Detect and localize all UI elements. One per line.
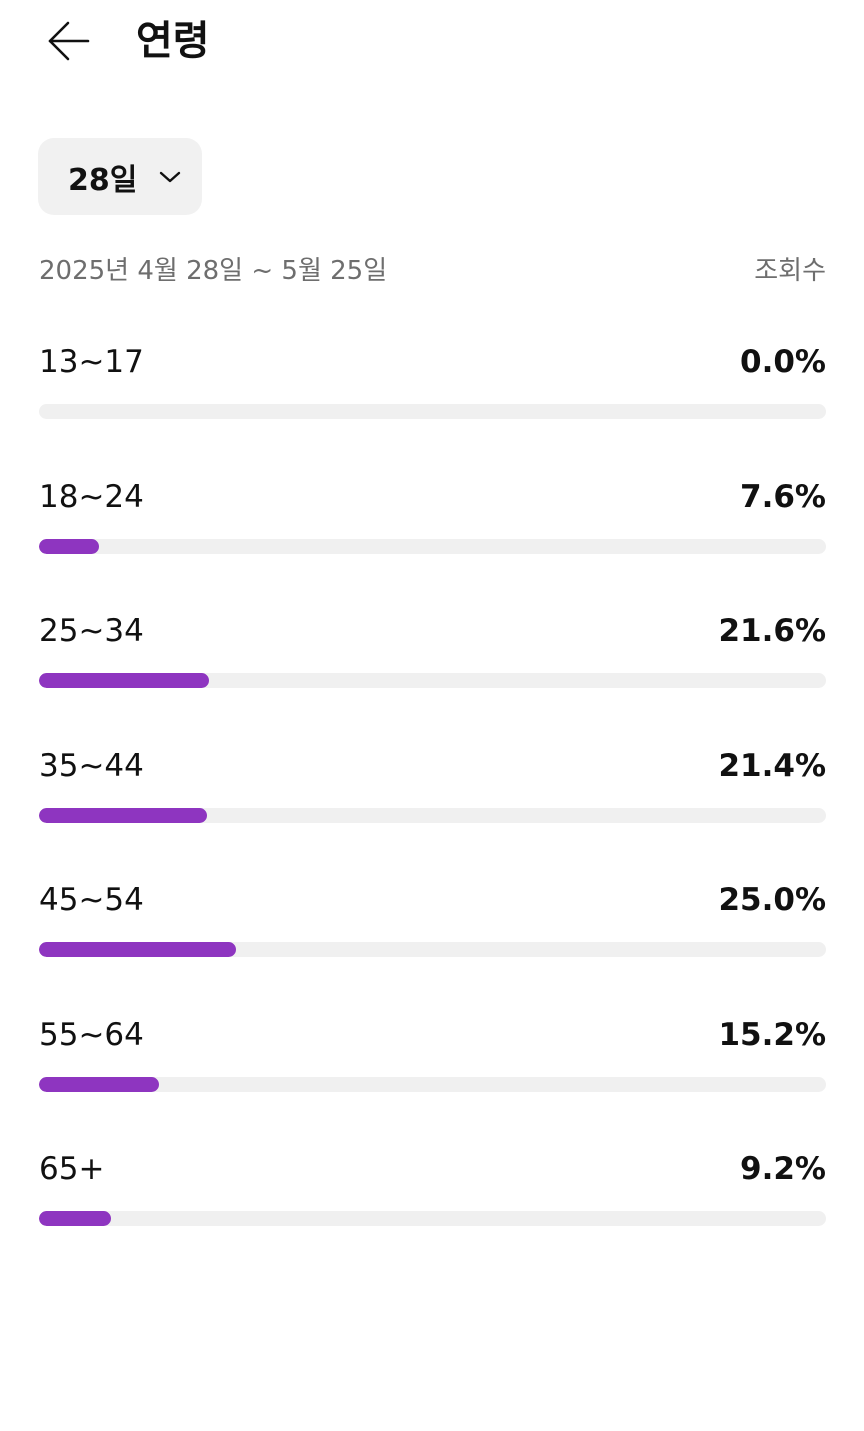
date-range-text: 2025년 4월 28일 ~ 5월 25일: [39, 255, 388, 286]
progress-track: [39, 673, 826, 688]
age-group-percentage: 15.2%: [718, 1016, 826, 1053]
age-group-percentage: 0.0%: [740, 344, 826, 380]
progress-track: [39, 538, 826, 554]
age-group-label: 55~64: [39, 1016, 144, 1053]
page-title: 연령: [136, 18, 210, 64]
progress-bar-fill: [39, 673, 209, 688]
age-distribution-list: 13~17 0.0% 18~24 7.6% 25~34 21.6% 35~44 21.4% 45…: [39, 336, 826, 1278]
age-group-percentage: 25.0%: [718, 882, 826, 918]
progress-track: [39, 1076, 826, 1092]
age-row: 18~24 7.6%: [39, 471, 826, 606]
age-group-percentage: 9.2%: [740, 1151, 826, 1187]
back-button[interactable]: [40, 16, 96, 66]
age-row: 25~34 21.6%: [39, 605, 826, 740]
age-group-label: 35~44: [39, 747, 144, 784]
age-row: 13~17 0.0%: [39, 336, 826, 471]
age-group-label: 25~34: [39, 613, 144, 649]
age-row: 35~44 21.4%: [39, 740, 826, 875]
age-row: 55~64 15.2%: [39, 1009, 826, 1144]
progress-bar-fill: [39, 1076, 159, 1092]
period-dropdown[interactable]: 28일: [38, 138, 202, 215]
age-row: 45~54 25.0%: [39, 874, 826, 1009]
progress-bar-fill: [39, 807, 208, 823]
age-group-label: 13~17: [39, 344, 144, 380]
progress-bar-fill: [39, 942, 236, 957]
app-header: 연령: [0, 0, 864, 90]
date-range-row: 2025년 4월 28일 ~ 5월 25일 조회수: [39, 246, 826, 290]
age-group-label: 65+: [39, 1151, 105, 1187]
chevron-down-icon: [159, 170, 181, 184]
age-group-label: 18~24: [39, 478, 144, 515]
progress-track: [39, 942, 826, 957]
arrow-left-icon: [48, 21, 90, 61]
age-group-percentage: 7.6%: [740, 478, 826, 515]
progress-track: [39, 1211, 826, 1226]
age-group-label: 45~54: [39, 882, 144, 918]
progress-track: [39, 807, 826, 823]
metric-label: 조회수: [754, 255, 826, 286]
period-label: 28일: [68, 162, 138, 198]
progress-bar-fill: [39, 538, 99, 554]
progress-bar-fill: [39, 1211, 112, 1226]
progress-track: [39, 404, 826, 419]
age-group-percentage: 21.6%: [718, 613, 826, 649]
age-group-percentage: 21.4%: [718, 747, 826, 784]
age-row: 65+ 9.2%: [39, 1143, 826, 1278]
